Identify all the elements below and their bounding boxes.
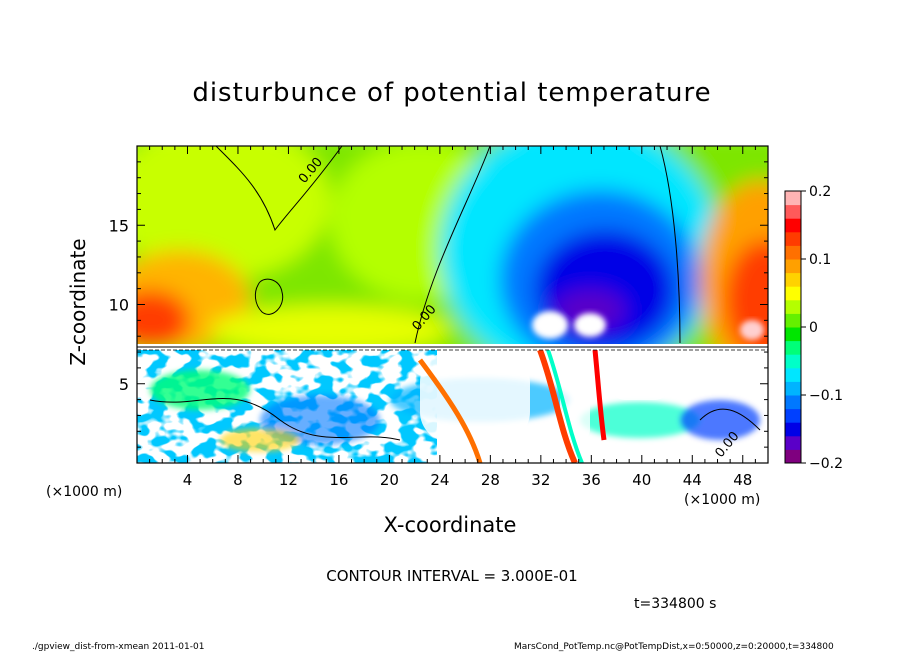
colorbar-segment [785, 286, 801, 301]
colorbar-segment [785, 231, 801, 246]
x-tick-label: 32 [531, 471, 550, 489]
colorbar-tick-label: −0.2 [809, 456, 843, 472]
x-unit-right: (×1000 m) [684, 492, 761, 508]
x-tick-label: 8 [233, 471, 243, 489]
x-tick-label: 36 [582, 471, 601, 489]
x-tick-label: 24 [430, 471, 449, 489]
colorbar-segment [785, 272, 801, 287]
colorbar-tick-label: 0.1 [809, 252, 831, 268]
y-axis-label: Z-coordinate [66, 238, 90, 366]
x-tick-label: 4 [183, 471, 193, 489]
x-tick-label: 12 [279, 471, 298, 489]
x-tick-label: 20 [380, 471, 399, 489]
footer-right: MarsCond_PotTemp.nc@PotTempDist,x=0:5000… [514, 642, 834, 652]
colorbar-segment [785, 218, 801, 233]
y-tick-label: 5 [119, 375, 129, 394]
chart-title: disturbunce of potential temperature [192, 78, 712, 108]
x-axis-label: X-coordinate [383, 513, 517, 537]
x-tick-label: 28 [481, 471, 500, 489]
y-tick-label: 10 [109, 296, 129, 315]
colorbar-segment [785, 313, 801, 328]
y-tick-label: 15 [109, 216, 129, 235]
colorbar-segment [785, 449, 801, 464]
colorbar-segment [785, 435, 801, 450]
contour-interval: CONTOUR INTERVAL = 3.000E-01 [326, 567, 578, 585]
colorbar-segment [785, 395, 801, 410]
colorbar-segment [785, 381, 801, 396]
colorbar-segment [785, 327, 801, 342]
colorbar-segment [785, 367, 801, 382]
x-axis: 4 8 12 16 20 24 28 32 36 40 44 48 [149, 146, 756, 489]
x-tick-label: 44 [683, 471, 702, 489]
colorbar-segment [785, 191, 801, 206]
colorbar-segment [785, 245, 801, 260]
colorbar-tick-label: −0.1 [809, 388, 843, 404]
footer-left: ./gpview_dist-from-xmean 2011-01-01 [32, 642, 205, 652]
y-axis: 5 10 15 [109, 161, 768, 448]
x-tick-label: 16 [329, 471, 348, 489]
colorbar-segment [785, 408, 801, 423]
colorbar-segment [785, 259, 801, 274]
time-label: t=334800 s [634, 596, 717, 612]
colorbar-segment [785, 204, 801, 219]
colorbar-tick-label: 0 [809, 320, 818, 336]
x-tick-label: 48 [733, 471, 752, 489]
colorbar-segment [785, 422, 801, 437]
colorbar: 0.2 0.1 0 −0.1 −0.2 [784, 184, 843, 472]
x-tick-label: 40 [632, 471, 651, 489]
colorbar-segment [785, 340, 801, 355]
colorbar-segment [785, 354, 801, 369]
colorbar-segment [785, 299, 801, 314]
heatmap-field [137, 146, 768, 463]
x-unit-left: (×1000 m) [46, 484, 123, 500]
colorbar-tick-label: 0.2 [809, 184, 831, 200]
